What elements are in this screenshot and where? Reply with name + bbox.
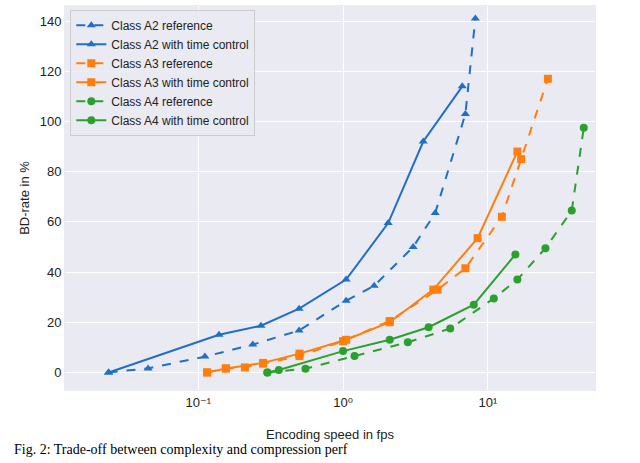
svg-text:0: 0	[54, 365, 61, 380]
svg-text:80: 80	[47, 164, 61, 179]
svg-text:Encoding speed in fps: Encoding speed in fps	[266, 427, 394, 442]
svg-text:10⁰: 10⁰	[333, 395, 353, 410]
svg-text:Class A3 with time control: Class A3 with time control	[111, 76, 248, 90]
svg-text:140: 140	[40, 14, 62, 29]
svg-text:100: 100	[40, 114, 62, 129]
svg-text:10⁻¹: 10⁻¹	[185, 395, 211, 410]
svg-text:10¹: 10¹	[478, 395, 497, 410]
svg-text:BD-rate in %: BD-rate in %	[17, 161, 32, 235]
svg-text:Class A2 with time control: Class A2 with time control	[111, 38, 248, 52]
svg-text:Class A4 reference: Class A4 reference	[111, 95, 213, 109]
svg-text:40: 40	[47, 265, 61, 280]
svg-text:60: 60	[47, 214, 61, 229]
svg-text:Class A4 with time control: Class A4 with time control	[111, 114, 248, 128]
svg-text:Fig. 2: Trade-off between comp: Fig. 2: Trade-off between complexity and…	[14, 442, 348, 457]
svg-text:20: 20	[47, 315, 61, 330]
svg-text:Class A2 reference: Class A2 reference	[111, 19, 213, 33]
svg-text:120: 120	[40, 64, 62, 79]
svg-text:Class A3 reference: Class A3 reference	[111, 57, 213, 71]
